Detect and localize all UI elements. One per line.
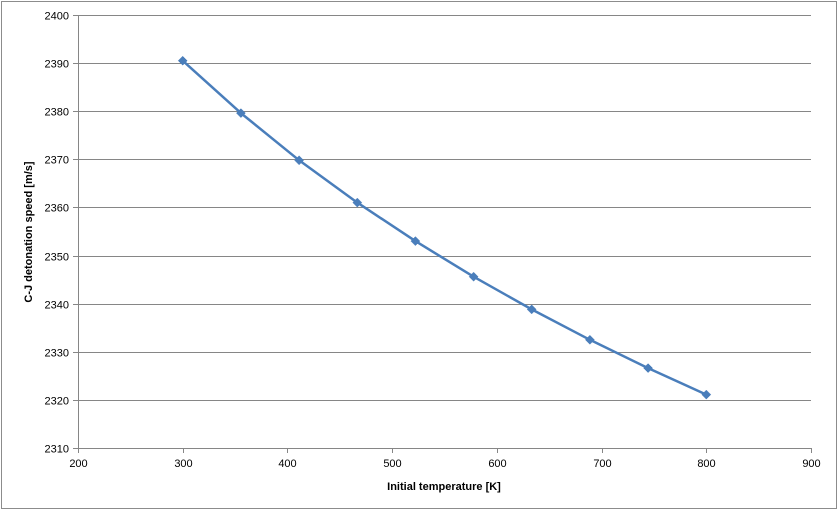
y-axis-label: C-J detonation speed [m/s]: [23, 161, 35, 303]
y-tick-label: 2320: [45, 396, 69, 408]
x-axis-label: Initial temperature [K]: [387, 481, 501, 493]
x-tick-label: 700: [593, 458, 611, 470]
gridlines: [78, 15, 811, 401]
axes: [73, 15, 812, 453]
x-tick-labels: 200 300 400 500 600 700 800 900: [69, 458, 820, 470]
y-tick-label: 2390: [45, 59, 69, 71]
y-tick-label: 2340: [45, 300, 69, 312]
x-tick-label: 600: [488, 458, 506, 470]
data-point-marker: [701, 389, 712, 400]
data-point-marker: [294, 155, 304, 166]
data-point-marker: [410, 236, 421, 246]
y-tick-label: 2330: [45, 348, 69, 360]
y-tick-label: 2360: [45, 203, 69, 215]
x-tick-label: 800: [697, 458, 715, 470]
y-tick-label: 2350: [45, 252, 69, 264]
y-tick-label: 2370: [45, 155, 69, 167]
x-tick-label: 400: [278, 458, 296, 470]
data-point-marker: [468, 271, 479, 282]
y-tick-label: 2380: [45, 107, 69, 119]
data-point-marker: [526, 304, 537, 315]
series-line: [181, 59, 707, 396]
x-tick-label: 200: [69, 458, 87, 470]
data-point-marker: [352, 197, 363, 208]
data-point-marker: [177, 55, 188, 66]
x-tick-label: 500: [383, 458, 401, 470]
data-point-marker: [585, 334, 595, 345]
series-layer: [177, 55, 712, 400]
y-tick-label: 2400: [45, 11, 69, 23]
x-tick-label: 900: [802, 458, 820, 470]
data-point-marker: [643, 363, 653, 373]
y-tick-label: 2310: [45, 444, 69, 456]
data-point-marker: [236, 108, 246, 118]
y-tick-labels: 2310 2320 2330 2340 2350 2360 2370 2380 2390 2400: [45, 11, 69, 456]
x-tick-label: 300: [174, 458, 192, 470]
